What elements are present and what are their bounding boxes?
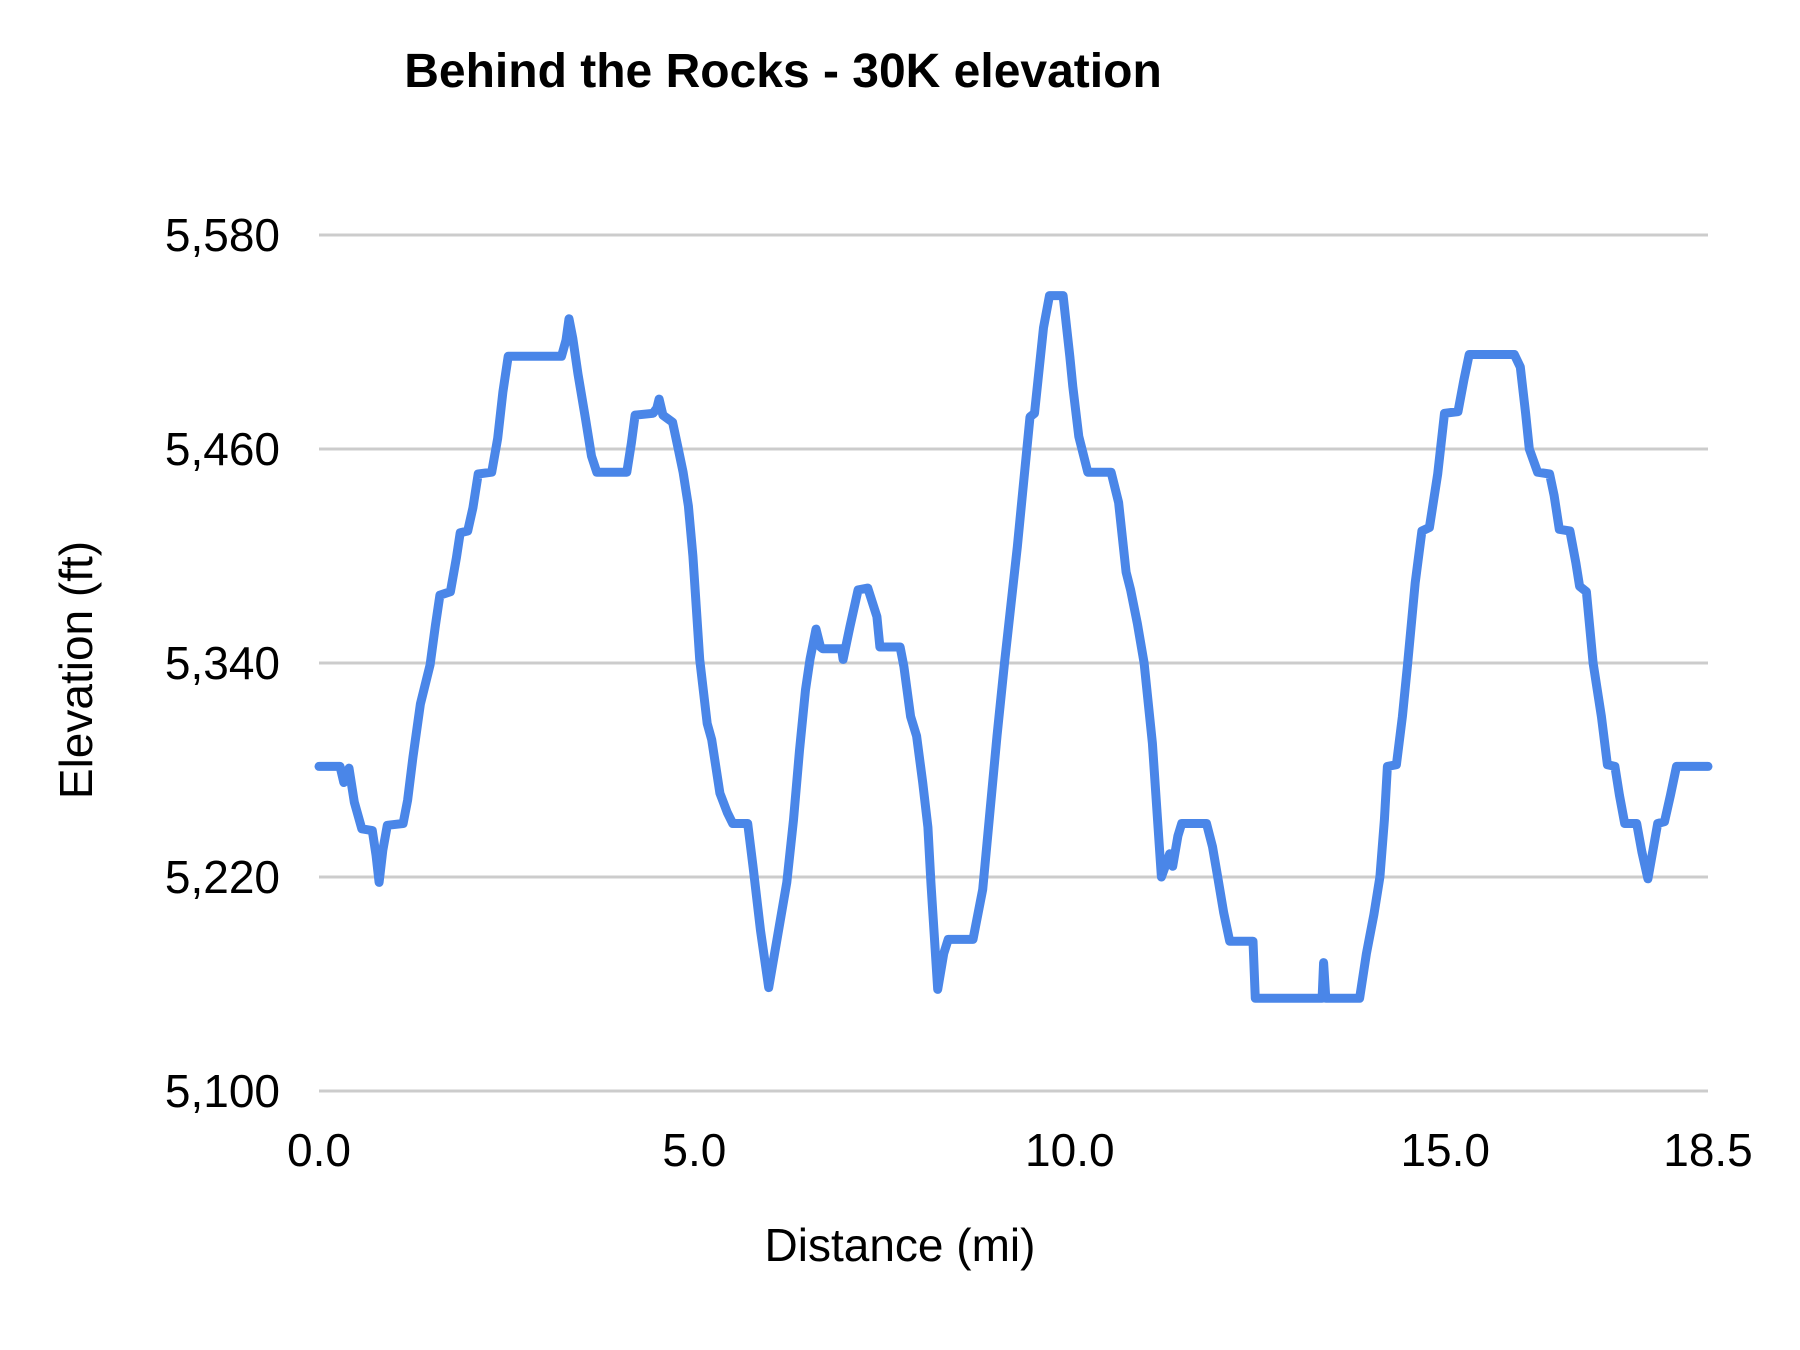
x-tick-label: 0.0	[287, 1124, 351, 1176]
elevation-series	[314, 291, 1713, 1003]
x-tick-label: 15.0	[1400, 1124, 1490, 1176]
chart-title: Behind the Rocks - 30K elevation	[404, 45, 1162, 98]
x-axis-title: Distance (mi)	[764, 1219, 1036, 1271]
gridlines	[319, 233, 1708, 1093]
y-tick-label: 5,460	[164, 423, 280, 475]
y-tick-label: 5,220	[164, 851, 280, 903]
y-tick-label: 5,580	[164, 209, 280, 261]
y-tick-label: 5,340	[164, 637, 280, 689]
elevation-series-line	[314, 291, 1713, 1003]
x-tick-label: 10.0	[1025, 1124, 1115, 1176]
x-tick-label: 5.0	[662, 1124, 727, 1176]
x-tick-label: 18.5	[1663, 1124, 1753, 1176]
y-tick-label: 5,100	[164, 1065, 280, 1117]
